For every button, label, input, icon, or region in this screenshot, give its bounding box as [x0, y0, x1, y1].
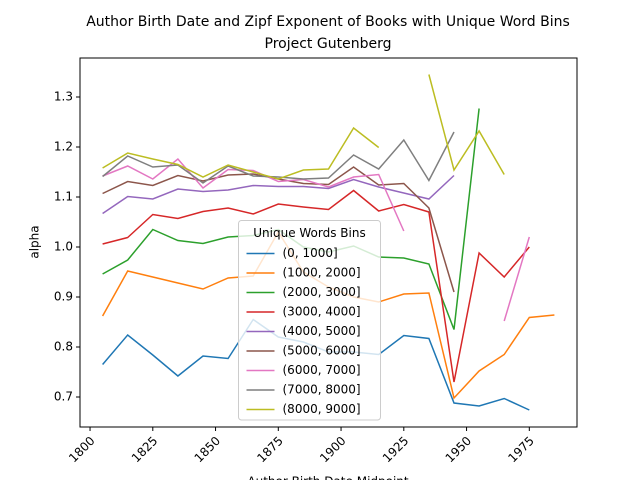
- series-line: [102, 131, 455, 184]
- y-tick-label: 1.0: [54, 240, 73, 254]
- plot-frame: [79, 57, 578, 428]
- series-line: [102, 157, 531, 322]
- chart-subtitle: Project Gutenberg: [265, 36, 392, 52]
- series-line: [102, 174, 455, 215]
- y-tick-label: 0.7: [54, 390, 73, 404]
- legend-label: (0, 1000]: [283, 246, 338, 260]
- y-axis-label: alpha: [28, 225, 42, 258]
- chart-title: Author Birth Date and Zipf Exponent of B…: [86, 14, 570, 30]
- series-line: [102, 74, 505, 180]
- legend-label: (5000, 6000]: [283, 344, 361, 358]
- legend-label: (3000, 4000]: [283, 305, 361, 319]
- legend-label: (1000, 2000]: [283, 266, 361, 280]
- legend-label: (6000, 7000]: [283, 363, 361, 377]
- y-tick-label: 1.2: [54, 140, 73, 154]
- legend-label: (4000, 5000]: [283, 324, 361, 338]
- series-line: [102, 189, 530, 383]
- y-tick-label: 0.9: [54, 290, 73, 304]
- y-tick-label: 0.8: [54, 340, 73, 354]
- legend-label: (2000, 3000]: [283, 285, 361, 299]
- x-axis-label: Author Birth Date Midpoint: [247, 475, 409, 480]
- legend-label: (8000, 9000]: [283, 402, 361, 416]
- y-tick-label: 1.1: [54, 190, 73, 204]
- y-tick-label: 1.3: [54, 90, 73, 104]
- legend-title: Unique Words Bins: [253, 226, 365, 240]
- legend-label: (7000, 8000]: [283, 383, 361, 397]
